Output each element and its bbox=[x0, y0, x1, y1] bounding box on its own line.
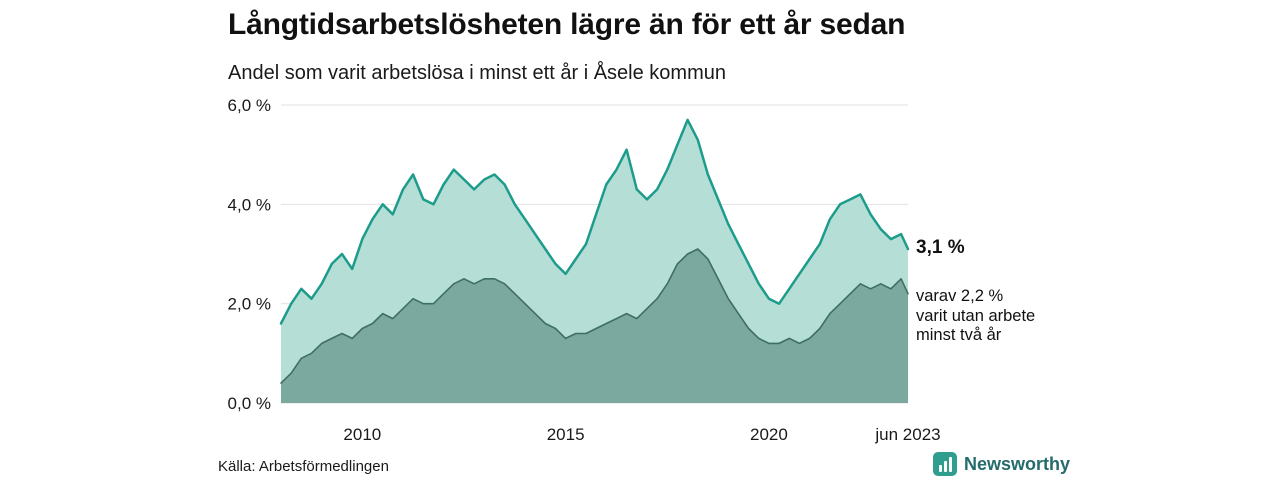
series-line bbox=[279, 118, 910, 325]
latest-value-label: 3,1 % bbox=[916, 237, 965, 258]
newsworthy-logo: Newsworthy bbox=[933, 452, 1070, 476]
bar-chart-icon-bar bbox=[948, 457, 952, 472]
source-label: Källa: Arbetsförmedlingen bbox=[218, 458, 389, 475]
y-tick-label: 2,0 % bbox=[228, 295, 271, 314]
bar-chart-icon-bar bbox=[943, 461, 947, 472]
chart-subtitle: Andel som varit arbetslösa i minst ett å… bbox=[228, 62, 726, 84]
bar-chart-icon bbox=[933, 452, 957, 476]
series-line bbox=[280, 248, 909, 384]
secondary-annotation-line3: minst två år bbox=[916, 326, 1002, 344]
secondary-annotation-line2: varit utan arbete bbox=[916, 306, 1036, 325]
y-tick-label: 0,0 % bbox=[228, 394, 271, 413]
y-tick-label: 4,0 % bbox=[228, 195, 271, 214]
brand-wordmark: Newsworthy bbox=[964, 453, 1071, 474]
x-tick-label: 2015 bbox=[547, 425, 585, 444]
bar-chart-icon-bar bbox=[938, 465, 942, 472]
chart-title: Långtidsarbetslösheten lägre än för ett … bbox=[228, 8, 906, 41]
secondary-annotation-line1: varav 2,2 % bbox=[916, 287, 1004, 305]
x-tick-label: 2010 bbox=[343, 425, 381, 444]
x-tick-label: 2020 bbox=[750, 425, 788, 444]
x-tick-label: jun 2023 bbox=[874, 425, 940, 444]
series-area bbox=[281, 249, 908, 403]
y-tick-label: 6,0 % bbox=[228, 96, 271, 115]
secondary-annotation: varav 2,2 % varit utan arbete minst två … bbox=[916, 287, 1035, 346]
